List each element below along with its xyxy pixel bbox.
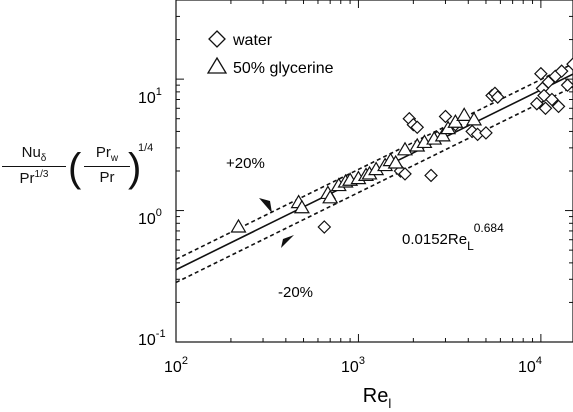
x-axis-label: Rel (363, 385, 392, 411)
water-point (317, 220, 332, 234)
x-tick-label-1000: 103 (341, 355, 365, 376)
water-point (534, 66, 548, 81)
legend-label-water: water (232, 32, 273, 49)
glycerine-point (465, 111, 483, 126)
annotation-plus-20: +20% (226, 155, 265, 172)
water-point (560, 78, 573, 92)
water-point (398, 167, 412, 181)
glycerine-point (456, 107, 473, 121)
glycerine-point (447, 114, 464, 128)
legend-label-glycerine: 50% glycerine (233, 60, 334, 77)
water-point (410, 120, 425, 135)
glycerine-point (387, 154, 404, 169)
fit-line-minus-20 (175, 86, 573, 284)
water-point (529, 96, 544, 111)
data-points (230, 57, 573, 234)
water-point (479, 126, 493, 140)
glycerine-point (434, 127, 451, 142)
y-label-open-paren: ( (68, 146, 82, 190)
glycerine-point (322, 189, 339, 204)
y-axis-label: Nuδ Pr1/3 ( Prw Pr ) 1/4 (2, 142, 157, 194)
y-label-close-paren: ) (128, 146, 142, 190)
y-label-den-1: Pr1/3 (19, 169, 49, 187)
water-point (538, 101, 553, 116)
glycerine-point (293, 199, 310, 214)
water-point (424, 168, 438, 183)
water-point (566, 57, 573, 72)
y-tick-label-10: 101 (138, 86, 162, 107)
water-point (490, 90, 505, 104)
arrow-minus-20 (281, 235, 294, 248)
fit-equation: 0.0152ReL0.684 (402, 221, 504, 253)
water-point (545, 92, 559, 107)
y-label-num-1: Nuδ (2, 144, 66, 167)
x-tick-label-100: 102 (164, 355, 188, 376)
y-label-fraction-1: Nuδ Pr1/3 (2, 144, 66, 187)
y-tick-label-1: 100 (138, 207, 162, 228)
annotation-minus-20: -20% (278, 284, 313, 301)
y-label-num-2: Prw (84, 144, 130, 167)
water-point (551, 99, 566, 114)
y-label-den-2: Pr (99, 169, 115, 186)
x-tick-label-10000: 104 (518, 355, 542, 376)
glycerine-point (396, 141, 414, 156)
legend-triangle-marker (206, 56, 228, 74)
legend-diamond-marker (208, 30, 226, 48)
glycerine-point (230, 218, 247, 233)
y-label-fraction-2: Prw Pr (84, 144, 130, 186)
y-tick-label-0.1: 10-1 (138, 328, 166, 349)
legend: water 50% glycerine (206, 30, 334, 77)
water-point (554, 64, 569, 79)
water-point (438, 109, 453, 124)
arrow-plus-20 (259, 198, 272, 213)
y-label-power: 1/4 (138, 142, 154, 154)
